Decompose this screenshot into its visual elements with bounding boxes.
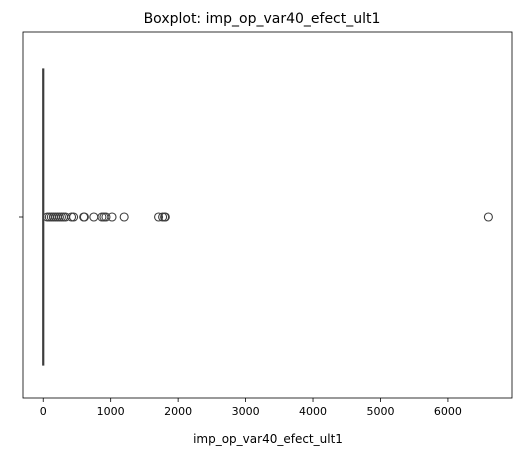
outlier-point bbox=[89, 212, 99, 222]
plot-area-frame bbox=[22, 31, 513, 399]
outlier-point bbox=[79, 212, 89, 222]
outlier-point bbox=[119, 212, 129, 222]
outlier-point bbox=[483, 212, 493, 222]
outlier-point bbox=[154, 212, 164, 222]
chart-title: Boxplot: imp_op_var40_efect_ult1 bbox=[144, 11, 381, 27]
outlier-point bbox=[101, 212, 111, 222]
outlier-point bbox=[107, 212, 117, 222]
x-tick-label: 4000 bbox=[299, 405, 327, 418]
x-tick-label: 2000 bbox=[164, 405, 192, 418]
x-tick-label: 1000 bbox=[97, 405, 125, 418]
outlier-group bbox=[42, 212, 493, 222]
x-tick-label: 0 bbox=[40, 405, 47, 418]
outlier-point bbox=[69, 212, 79, 222]
outlier-point bbox=[160, 212, 170, 222]
x-axis-ticks: 0 1000 2000 3000 4000 5000 6000 bbox=[40, 398, 462, 418]
x-tick-label: 6000 bbox=[434, 405, 462, 418]
x-tick-label: 5000 bbox=[366, 405, 394, 418]
x-tick-label: 3000 bbox=[232, 405, 260, 418]
x-axis-label: imp_op_var40_efect_ult1 bbox=[193, 432, 343, 446]
